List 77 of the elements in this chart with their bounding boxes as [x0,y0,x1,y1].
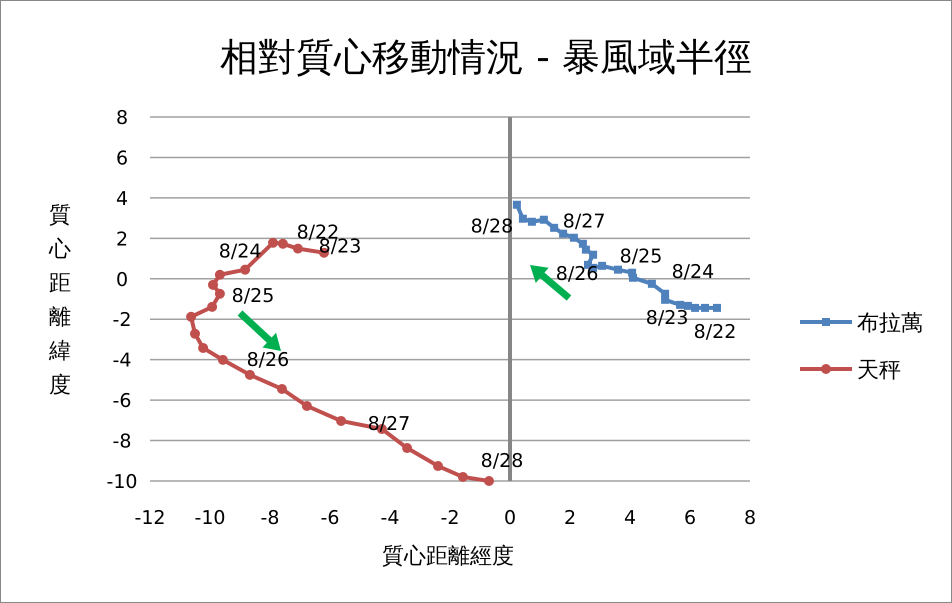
point [198,342,208,353]
annotation: 8/28 [470,216,514,238]
point [684,302,692,310]
point [268,238,278,248]
annotation: 8/22 [694,320,736,343]
x-tick-label: -6 [320,507,340,529]
point [433,461,443,472]
point [218,354,228,365]
annotation: 8/25 [620,246,662,268]
annotation: 8/27 [562,210,606,233]
annotation: 8/28 [480,450,524,472]
annotation: 8/26 [246,348,290,371]
point [336,416,346,426]
x-tick-label: 0 [504,507,516,529]
x-tick-label: -8 [260,507,280,529]
point [589,250,598,259]
point [598,262,606,270]
point [701,304,709,312]
x-tick-label: 8 [744,507,756,529]
point [628,268,636,277]
point [559,230,568,238]
x-axis-title: 質心距離經度 [382,544,514,569]
y-tick-label: 6 [116,147,128,170]
y-tick-label: 2 [116,228,128,250]
legend-label: 布拉萬 [857,311,923,336]
annotation: 8/27 [368,413,410,436]
annotation: 8/24 [672,260,714,283]
x-tick-label: 2 [564,507,576,529]
point [518,214,527,223]
point [214,288,225,299]
annotation: 8/24 [218,240,262,263]
point [186,312,196,322]
point [214,270,225,280]
annotation: 8/26 [556,262,598,285]
point [676,300,684,309]
y-tick-label: -6 [112,390,132,412]
point [302,400,312,411]
y-tick-label: 4 [116,188,128,210]
x-tick-label: 4 [624,507,636,529]
point [207,302,218,312]
y-tick-label: -10 [106,471,138,493]
y-tick-label: -2 [112,309,132,332]
x-tick-label: -12 [134,507,166,529]
point [691,304,700,312]
point [528,218,536,226]
x-tick-label: -2 [440,507,460,529]
point [292,244,303,254]
point [578,240,587,248]
point [512,200,521,209]
point [190,328,200,339]
annotation: 8/25 [232,284,274,307]
point [278,238,288,249]
point [277,384,287,394]
chart-title: 相對質心移動情況 - 暴風域半徑 [220,35,752,79]
point [208,280,218,290]
y-tick-label: -4 [112,350,132,372]
y-axis-title: 質心距離緯度 [48,203,71,398]
point [458,472,468,482]
point [713,304,721,312]
point [648,280,656,288]
point [550,224,558,232]
point [244,370,255,380]
y-tick-label: -8 [112,430,132,453]
point [540,216,548,224]
point [402,443,412,454]
point [614,266,622,274]
point [484,476,494,486]
y-tick-label: 8 [116,107,128,129]
legend-label: 天秤 [857,358,901,383]
x-tick-label: -4 [380,507,400,529]
point [661,290,670,298]
point [240,264,250,275]
point [570,234,578,242]
x-tick-label: -10 [194,507,226,529]
x-tick-label: 6 [684,507,696,529]
y-tick-label: 0 [116,268,128,291]
annotation: 8/23 [646,306,688,329]
